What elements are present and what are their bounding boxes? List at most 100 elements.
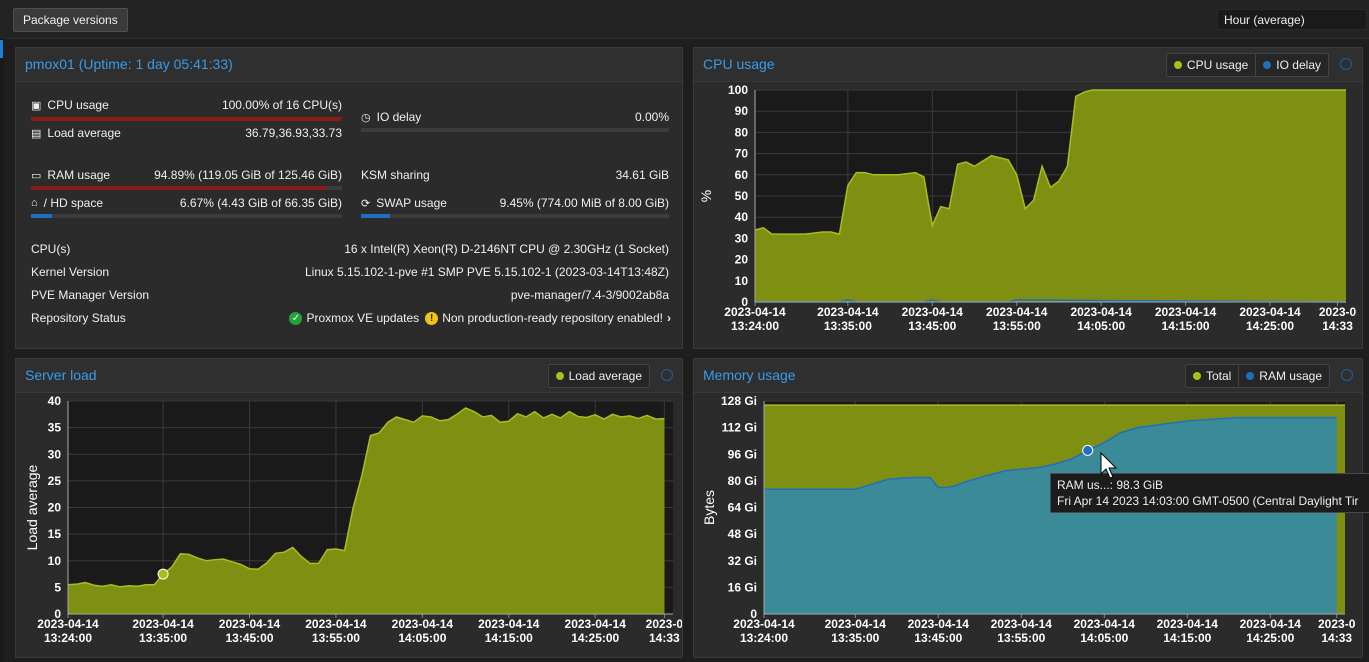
swap-usage-bar-fill bbox=[361, 214, 391, 218]
memory-usage-chart: 0 16 Gi 32 Gi 48 Gi 64 Gi 80 Gi 96 Gi 112 Gi 128… bbox=[701, 394, 1356, 645]
circle-tool-icon[interactable] bbox=[1341, 369, 1353, 381]
y-tick-label: 96 Gi bbox=[728, 447, 757, 461]
x-tick-label: 13:35:00 bbox=[824, 319, 872, 333]
x-tick-label: 2023-04-14 bbox=[724, 305, 786, 319]
chevron-right-icon[interactable]: › bbox=[667, 311, 671, 325]
y-tick-label: 25 bbox=[48, 474, 62, 488]
x-tick-label: 2023-04-14 bbox=[817, 305, 879, 319]
y-tick-label: 20 bbox=[735, 253, 749, 267]
cpu-usage-label: CPU usage bbox=[47, 98, 109, 112]
x-tick-label: 2023-04-14 bbox=[1074, 617, 1136, 631]
x-tick-label: 2023-04-14 bbox=[37, 617, 99, 631]
y-tick-label: 112 Gi bbox=[722, 421, 757, 435]
swap-usage-bar bbox=[361, 214, 669, 218]
x-tick-label: 14:05:00 bbox=[1077, 319, 1125, 333]
cpus-row: CPU(s) 16 x Intel(R) Xeon(R) D-2146NT CP… bbox=[31, 242, 669, 260]
x-tick-label: 14:05:00 bbox=[398, 631, 446, 645]
warning-icon: ! bbox=[425, 311, 439, 325]
x-tick-label: 13:55:00 bbox=[993, 319, 1041, 333]
cpu-usage-bar bbox=[31, 117, 342, 121]
load-average-label: Load average bbox=[47, 126, 121, 140]
x-tick-label: 13:45:00 bbox=[908, 319, 956, 333]
legend-total-label: Total bbox=[1205, 369, 1232, 383]
series-line-cpu-usage bbox=[754, 89, 1346, 236]
legend-io-delay[interactable]: IO delay bbox=[1255, 54, 1328, 76]
refresh-icon: ⟳ bbox=[361, 197, 371, 210]
x-tick-label: 2023-04-14 bbox=[825, 617, 887, 631]
load-average-row: ▤ Load average 36.79,36.93,33.73 bbox=[31, 126, 342, 146]
cpu-panel-header: CPU usage CPU usage IO delay bbox=[694, 48, 1362, 82]
x-tick-label: 2023-04-14 bbox=[902, 305, 964, 319]
x-tick-label: 14:05:00 bbox=[1080, 631, 1128, 645]
y-tick-label: 32 Gi bbox=[728, 554, 757, 568]
x-tick-label: 2023-04-14 bbox=[1070, 305, 1132, 319]
y-tick-label: 10 bbox=[735, 274, 749, 288]
io-delay-value: 0.00% bbox=[634, 110, 669, 124]
hard-drive-icon: ⌂ bbox=[31, 197, 38, 209]
list-icon: ▤ bbox=[31, 127, 42, 140]
series-area-cpu-usage bbox=[755, 90, 1346, 302]
io-delay-row: ◷ IO delay 0.00% bbox=[361, 110, 669, 130]
y-tick-label: 70 bbox=[735, 147, 749, 161]
circle-tool-icon[interactable] bbox=[1340, 58, 1352, 70]
x-tick-label: 2023-0 bbox=[1318, 617, 1356, 631]
mem-panel-header: Memory usage Total RAM usage bbox=[694, 359, 1362, 393]
legend-load-average[interactable]: Load average bbox=[549, 365, 649, 387]
x-tick-label: 13:55:00 bbox=[312, 631, 360, 645]
legend-total[interactable]: Total bbox=[1186, 365, 1238, 387]
legend-dot-blue bbox=[1246, 372, 1255, 380]
hover-point-marker bbox=[1082, 444, 1094, 456]
load-panel-header: Server load Load average bbox=[16, 359, 682, 393]
legend-ram-usage[interactable]: RAM usage bbox=[1238, 365, 1329, 387]
x-tick-label: 2023-04-14 bbox=[1157, 617, 1219, 631]
x-tick-label: 14:33 bbox=[1322, 319, 1353, 333]
repository-row[interactable]: Repository Status ✓ Proxmox VE updates !… bbox=[31, 311, 671, 329]
y-tick-label: 30 bbox=[735, 231, 749, 245]
y-tick-label: 10 bbox=[48, 554, 62, 568]
swap-usage-label: SWAP usage bbox=[376, 196, 447, 210]
legend-dot-olive bbox=[555, 372, 564, 380]
legend-cpu-usage-label: CPU usage bbox=[1186, 58, 1249, 72]
y-tick-label: 64 Gi bbox=[728, 501, 757, 515]
repo-ok-text: Proxmox VE updates bbox=[306, 311, 420, 325]
legend-dot-olive bbox=[1192, 372, 1201, 380]
y-tick-label: 48 Gi bbox=[728, 527, 757, 541]
x-tick-label: 2023-0 bbox=[646, 617, 682, 631]
hd-space-bar bbox=[31, 214, 342, 218]
tooltip-line-1: RAM us...: 98.3 GiB bbox=[1057, 478, 1164, 492]
pve-version-row: PVE Manager Version pve-manager/7.4-3/90… bbox=[31, 288, 669, 306]
x-tick-label: 14:15:00 bbox=[1163, 631, 1211, 645]
x-tick-label: 14:15:00 bbox=[1162, 319, 1210, 333]
x-tick-label: 2023-04-14 bbox=[219, 617, 281, 631]
io-delay-label: IO delay bbox=[376, 110, 422, 124]
x-tick-label: 13:45:00 bbox=[225, 631, 273, 645]
selected-marker bbox=[0, 40, 3, 58]
y-tick-label: 0 bbox=[741, 295, 748, 309]
package-versions-button[interactable]: Package versions bbox=[13, 8, 128, 32]
kernel-row: Kernel Version Linux 5.15.102-1-pve #1 S… bbox=[31, 265, 669, 283]
status-panel-header: pmox01 (Uptime: 1 day 05:41:33) bbox=[16, 48, 682, 82]
kernel-value: Linux 5.15.102-1-pve #1 SMP PVE 5.15.102… bbox=[304, 265, 669, 279]
legend-cpu-usage[interactable]: CPU usage bbox=[1167, 54, 1255, 76]
clock-icon: ◷ bbox=[361, 111, 371, 124]
x-tick-label: 2023-04-14 bbox=[392, 617, 454, 631]
circle-tool-icon[interactable] bbox=[661, 369, 673, 381]
load-legend: Load average bbox=[547, 364, 650, 388]
server-load-chart: 05101520253035402023-04-1413:24:002023-0… bbox=[24, 394, 682, 645]
y-tick-label: 100 bbox=[728, 83, 748, 97]
timeframe-select[interactable]: Hour (average) bbox=[1217, 9, 1367, 30]
pve-version-label: PVE Manager Version bbox=[31, 288, 150, 302]
cpu-usage-chart: 01020304050607080901002023-04-1413:24:00… bbox=[698, 83, 1357, 333]
x-tick-label: 14:25:00 bbox=[571, 631, 619, 645]
legend-load-average-label: Load average bbox=[568, 369, 642, 383]
swap-usage-value: 9.45% (774.00 MiB of 8.00 GiB) bbox=[499, 196, 669, 210]
top-toolbar: Package versions Hour (average) bbox=[0, 0, 1369, 39]
series-area-load-average bbox=[68, 407, 665, 614]
mouse-cursor-icon bbox=[1100, 452, 1118, 479]
cpus-value: 16 x Intel(R) Xeon(R) D-2146NT CPU @ 2.3… bbox=[344, 242, 669, 256]
cpu-usage-panel: CPU usage CPU usage IO delay 0 10 20 30 40 50… bbox=[693, 47, 1363, 349]
repository-label: Repository Status bbox=[31, 311, 126, 325]
legend-dot-blue bbox=[1263, 61, 1272, 69]
left-nav-strip bbox=[0, 38, 4, 662]
x-tick-label: 2023-04-14 bbox=[733, 617, 795, 631]
